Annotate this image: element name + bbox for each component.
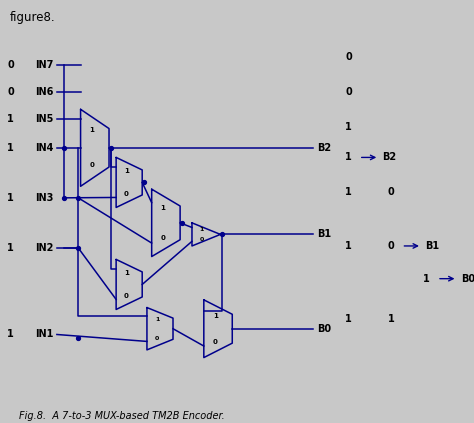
Text: B0: B0 — [318, 324, 332, 334]
Text: IN5: IN5 — [36, 114, 54, 124]
Text: B1: B1 — [318, 229, 332, 239]
Text: figure8.: figure8. — [9, 11, 55, 24]
Text: 0: 0 — [213, 339, 218, 345]
Text: 1: 1 — [200, 227, 204, 232]
Text: 1: 1 — [7, 143, 14, 153]
Text: 1: 1 — [345, 241, 352, 251]
Text: 1: 1 — [7, 193, 14, 203]
Text: 0: 0 — [7, 60, 14, 70]
Text: IN3: IN3 — [36, 193, 54, 203]
Text: 1: 1 — [388, 314, 394, 324]
Text: 1: 1 — [124, 168, 129, 174]
Text: 0: 0 — [124, 191, 129, 197]
Text: IN6: IN6 — [36, 87, 54, 97]
Text: B0: B0 — [461, 274, 474, 284]
Text: 0: 0 — [124, 293, 129, 299]
Text: 0: 0 — [345, 52, 352, 62]
Text: 1: 1 — [213, 313, 218, 319]
Text: 1: 1 — [345, 152, 352, 162]
Text: 1: 1 — [7, 330, 14, 340]
Text: B2: B2 — [383, 152, 397, 162]
Text: IN2: IN2 — [36, 243, 54, 253]
Text: 0: 0 — [90, 162, 94, 168]
Text: B2: B2 — [318, 143, 332, 153]
Text: IN1: IN1 — [36, 330, 54, 340]
Text: 1: 1 — [155, 317, 160, 321]
Text: 0: 0 — [200, 237, 204, 242]
Text: IN7: IN7 — [36, 60, 54, 70]
Text: IN4: IN4 — [36, 143, 54, 153]
Text: 0: 0 — [345, 87, 352, 97]
Text: 0: 0 — [155, 336, 159, 341]
Text: 1: 1 — [345, 314, 352, 324]
Text: 0: 0 — [7, 87, 14, 97]
Text: 1: 1 — [124, 270, 129, 276]
Text: 1: 1 — [90, 127, 94, 134]
Text: 0: 0 — [161, 235, 165, 241]
Text: 0: 0 — [388, 241, 394, 251]
Text: 1: 1 — [345, 187, 352, 197]
Text: 1: 1 — [345, 122, 352, 132]
Text: 1: 1 — [161, 205, 165, 211]
Text: Fig.8.  A 7-to-3 MUX-based TM2B Encoder.: Fig.8. A 7-to-3 MUX-based TM2B Encoder. — [19, 411, 225, 421]
Text: 1: 1 — [423, 274, 430, 284]
Text: 1: 1 — [7, 114, 14, 124]
Text: 0: 0 — [388, 187, 394, 197]
Text: B1: B1 — [425, 241, 439, 251]
Text: 1: 1 — [7, 243, 14, 253]
